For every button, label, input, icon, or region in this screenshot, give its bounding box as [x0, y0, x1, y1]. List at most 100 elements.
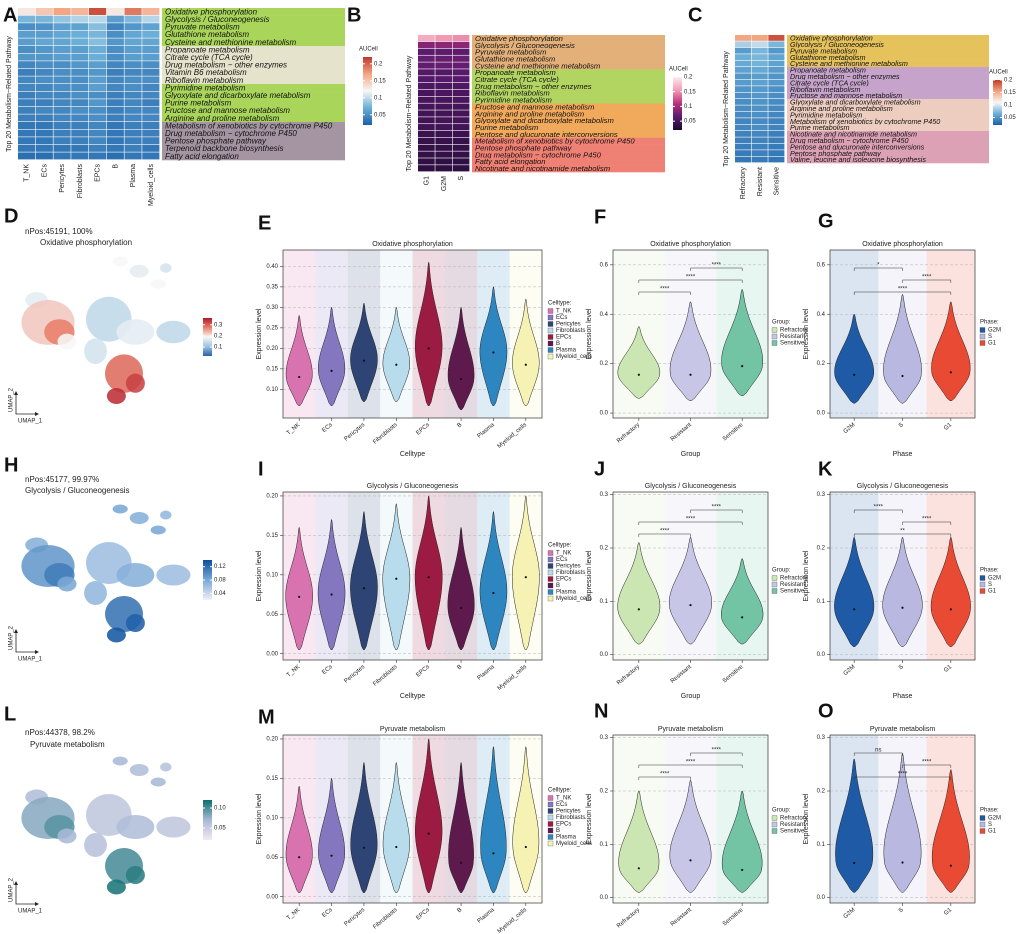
heatmap-cell: [418, 62, 435, 69]
x-axis-label: Phase: [893, 451, 913, 458]
heatmap-cell: [18, 8, 36, 15]
heatmap-cell: [53, 106, 71, 114]
median-point: [637, 608, 640, 611]
umap-title: Glycolysis / Gluconeogenesis: [25, 486, 130, 495]
heatmap-cell: [735, 54, 752, 60]
row-group-band: [472, 55, 665, 63]
x-tick-label: ECs: [321, 422, 334, 434]
heatmap-cell: [735, 150, 752, 156]
heatmap-cell: [124, 8, 142, 15]
legend-swatch: [771, 340, 778, 346]
row-label: Cysteine and methionine metabolism: [475, 61, 601, 70]
cell-cluster: [106, 627, 126, 643]
heatmap-cell: [418, 48, 435, 55]
cell-cluster: [160, 263, 172, 273]
heatmap-cell: [418, 130, 435, 138]
row-label: Propanoate metabolism: [790, 66, 866, 75]
column-label: Resistant: [757, 167, 764, 196]
y-axis-label: UMAP_2: [9, 877, 15, 902]
heatmap-cell: [452, 110, 470, 117]
median-point: [949, 608, 952, 611]
heatmap-cell: [142, 114, 160, 122]
heatmap-cell: [124, 99, 142, 107]
heatmap-cell: [106, 144, 124, 152]
violin: [318, 778, 345, 893]
legend-label: Plasma: [556, 348, 577, 354]
heatmap-cell: [89, 38, 107, 46]
heatmap-cell: [106, 122, 124, 129]
heatmap-cell: [435, 151, 453, 158]
colorbar-tick-label: 0.15: [374, 78, 386, 84]
heatmap-cell: [418, 41, 435, 49]
row-group-band: [162, 15, 345, 24]
x-tick-label: Resistant: [670, 422, 693, 443]
heatmap-cell: [751, 92, 768, 99]
heatmap-cell: [71, 137, 89, 145]
significance-label: ****: [922, 760, 932, 766]
x-tick-label: G2M: [843, 907, 857, 920]
legend-label: T_NK: [556, 551, 571, 557]
violin: [930, 537, 971, 647]
legend-swatch: [547, 334, 554, 340]
chart-title: Glycolysis / Gluconeogenesis: [367, 483, 459, 490]
y-axis-label: Expression level: [586, 550, 593, 601]
heatmap-cell: [435, 55, 453, 62]
legend-label: S: [988, 582, 992, 588]
x-tick-label: Pericytes: [343, 664, 366, 684]
row-label: Metabolism of xenobiotics by cytochrome …: [475, 137, 635, 146]
heatmap-cell: [142, 106, 160, 114]
legend-label: G2M: [988, 576, 1001, 582]
heatmap-cell: [89, 122, 107, 129]
row-label: Drug metabolism − other enzymes: [165, 61, 287, 70]
row-label: Oxidative phosphorylation: [475, 34, 563, 43]
heatmap-cell: [89, 61, 107, 69]
median-point: [689, 373, 692, 376]
row-group-band: [472, 82, 665, 91]
row-group-band: [162, 68, 345, 77]
heatmap-cell: [71, 53, 89, 61]
significance-label: ****: [660, 529, 670, 535]
violin: [721, 790, 763, 893]
heatmap-cell: [768, 47, 785, 54]
row-label: Purine metabolism: [475, 123, 539, 132]
heatmap-cell: [735, 92, 752, 99]
heatmap-cell: [35, 129, 53, 137]
row-label: Citrate cycle (TCA cycle): [165, 53, 253, 62]
violin: [512, 746, 540, 893]
legend-label: B: [556, 828, 560, 834]
umap-axis-arrow: [14, 881, 39, 906]
row-group-band: [472, 158, 665, 166]
legend-swatch: [547, 327, 554, 334]
heatmap-cell: [89, 91, 107, 99]
legend-swatch: [547, 340, 554, 347]
heatmap-cell: [142, 99, 160, 107]
legend-swatch: [979, 581, 986, 588]
violin: [835, 758, 874, 893]
heatmap-cell: [435, 144, 453, 151]
heatmap-cell: [142, 53, 160, 61]
heatmap-cell: [751, 47, 768, 54]
legend-title: Phase:: [980, 320, 999, 326]
heatmap-cell: [106, 91, 124, 99]
legend-swatch: [547, 556, 554, 563]
heatmap-cell: [89, 8, 107, 15]
significance-bracket: [638, 533, 691, 537]
row-label: Propanoate metabolism: [475, 68, 556, 77]
heatmap-cell: [142, 122, 160, 129]
heatmap-cell: [18, 23, 36, 31]
plot-frame: [282, 491, 543, 661]
legend-swatch: [771, 588, 778, 594]
heatmap-cell: [18, 129, 36, 137]
row-group-band: [787, 131, 989, 138]
column-label: Pericytes: [59, 164, 66, 193]
significance-bracket: [690, 752, 743, 756]
x-axis-label: Phase: [893, 693, 913, 700]
heatmap-cell: [106, 61, 124, 69]
heatmap-cell: [418, 82, 435, 90]
y-axis-label: UMAP_2: [9, 625, 15, 650]
median-point: [741, 868, 744, 872]
row-label: Riboflavin metabolism: [165, 76, 244, 85]
row-label: Pentose and glucuronate interconversions: [790, 142, 925, 151]
column-label: Fibroblasts: [77, 164, 84, 199]
